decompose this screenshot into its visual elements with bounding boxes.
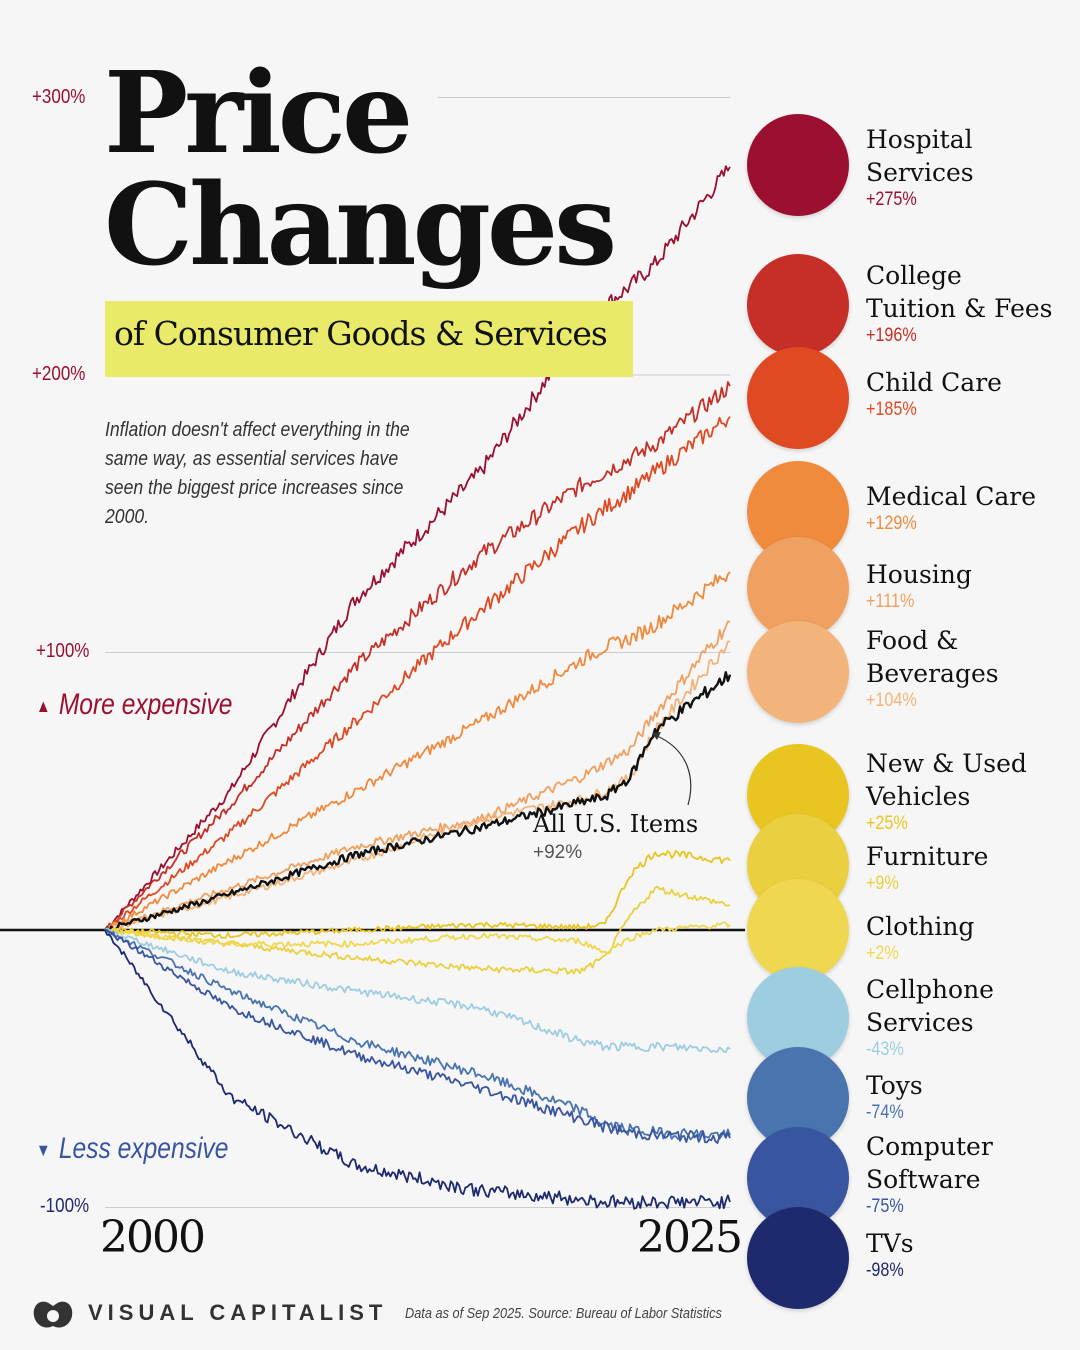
legend-item-value: -98% — [866, 1260, 904, 1281]
legend-item-value: +104% — [866, 690, 917, 711]
title-line-2: Changes — [104, 160, 617, 291]
series-line-all-u-s-items — [104, 671, 732, 933]
legend-item: Housing +111% — [866, 558, 972, 613]
legend-item-value: +9% — [866, 873, 899, 894]
source-note: Data as of Sep 2025. Source: Bureau of L… — [405, 1304, 723, 1322]
x-tick-2025: 2025 — [637, 1212, 743, 1263]
brand-name: VISUAL CAPITALIST — [88, 1300, 388, 1325]
legend-item-value: -75% — [866, 1196, 904, 1217]
legend-item-value: +275% — [866, 189, 917, 210]
legend-item: Food & Beverages +104% — [866, 624, 999, 712]
less-expensive-text: Less expensive — [58, 1132, 229, 1165]
legend-item-name: Cellphone — [866, 975, 994, 1004]
legend-item-value: +185% — [866, 399, 917, 420]
more-expensive-text: More expensive — [58, 688, 233, 721]
all-items-annotation: All U.S. Items +92% — [533, 810, 698, 864]
legend-item: Furniture +9% — [866, 840, 988, 895]
baby-bottle-icon — [747, 347, 849, 449]
legend-item-name: Medical Care — [866, 482, 1037, 511]
legend-item-name: Services — [866, 158, 974, 187]
legend-item-name: Housing — [866, 560, 972, 589]
legend-item-name: Beverages — [866, 659, 999, 688]
annotation-arrowhead — [652, 732, 661, 740]
all-items-name: All U.S. Items — [533, 810, 699, 838]
series-line-food-beverages — [104, 640, 731, 932]
legend-item: Toys -74% — [866, 1069, 923, 1124]
stethoscope-icon — [747, 114, 849, 216]
legend-item-name: Software — [866, 1165, 981, 1194]
series-line-medical-care — [104, 571, 731, 933]
series-line-toys — [104, 929, 731, 1141]
series-line-new-used-vehicles — [104, 849, 731, 939]
y-tick-minus-100: -100% — [40, 1195, 90, 1217]
triangle-up-icon: ▲ — [36, 695, 51, 716]
series-line-clothing — [105, 921, 731, 955]
triangle-down-icon: ▼ — [36, 1139, 51, 1160]
tv-icon — [747, 1207, 849, 1309]
legend-item: Clothing +2% — [866, 910, 974, 965]
legend-item-value: +129% — [866, 513, 917, 534]
legend-item-name: Tuition & Fees — [866, 294, 1053, 323]
legend-item-name: TVs — [866, 1229, 914, 1258]
legend-item-value: -74% — [866, 1102, 904, 1123]
legend-item-name: Food & — [866, 626, 959, 655]
legend-item-value: -43% — [866, 1039, 904, 1060]
legend-item: Medical Care +129% — [866, 480, 1036, 535]
series-line-child-care — [104, 416, 731, 931]
legend-item: College Tuition & Fees +196% — [866, 259, 1053, 347]
milk-bottle-icon — [747, 621, 849, 723]
legend-item-value: +111% — [866, 591, 915, 612]
legend-item-name: Toys — [866, 1071, 923, 1100]
all-items-value: +92% — [533, 842, 583, 863]
more-expensive-label: ▲ More expensive — [36, 688, 232, 722]
folded-clothes-icon — [747, 879, 849, 981]
footer: VISUAL CAPITALIST Data as of Sep 2025. S… — [30, 1296, 778, 1330]
series-line-computer-software — [105, 929, 731, 1144]
legend-item: Computer Software -75% — [866, 1130, 993, 1218]
x-tick-2000: 2000 — [100, 1212, 206, 1263]
legend-item-name: Hospital — [866, 125, 973, 154]
legend-item-name: Services — [866, 1008, 974, 1037]
legend-item-name: Child Care — [866, 368, 1002, 397]
legend-item-name: Furniture — [866, 842, 989, 871]
y-tick-300: +300% — [32, 86, 86, 108]
legend-item-name: Clothing — [866, 912, 975, 941]
series-line-tvs — [104, 929, 731, 1210]
graduation-cap-icon — [747, 254, 849, 356]
series-line-hospital-services — [104, 165, 731, 931]
legend-item: TVs -98% — [866, 1227, 914, 1282]
legend-item-name: Computer — [866, 1132, 993, 1161]
y-tick-100: +100% — [36, 640, 90, 662]
series-line-cellphone-services — [104, 927, 731, 1054]
series-line-furniture — [104, 885, 731, 975]
legend-item: New & Used Vehicles +25% — [866, 747, 1027, 835]
series-line-housing — [104, 620, 731, 933]
visual-capitalist-logo-icon — [33, 1301, 73, 1328]
legend-item-name: Vehicles — [866, 782, 971, 811]
less-expensive-label: ▼ Less expensive — [36, 1132, 228, 1166]
legend-item-value: +2% — [866, 943, 899, 964]
description: Inflation doesn't affect everything in t… — [105, 419, 410, 528]
legend-item-name: College — [866, 261, 962, 290]
legend-item-name: New & Used — [866, 749, 1027, 778]
series-line-college-tuition-fees — [104, 381, 731, 932]
annotation-arrow — [654, 734, 692, 806]
legend-item: Child Care +185% — [866, 366, 1002, 421]
legend-item-value: +25% — [866, 813, 908, 834]
legend-item: Hospital Services +275% — [866, 123, 974, 211]
legend-item: Cellphone Services -43% — [866, 973, 994, 1061]
subtitle: of Consumer Goods & Services — [105, 301, 633, 377]
y-tick-200: +200% — [32, 363, 86, 385]
legend-item-value: +196% — [866, 325, 917, 346]
title-line-1: Price — [104, 48, 413, 179]
